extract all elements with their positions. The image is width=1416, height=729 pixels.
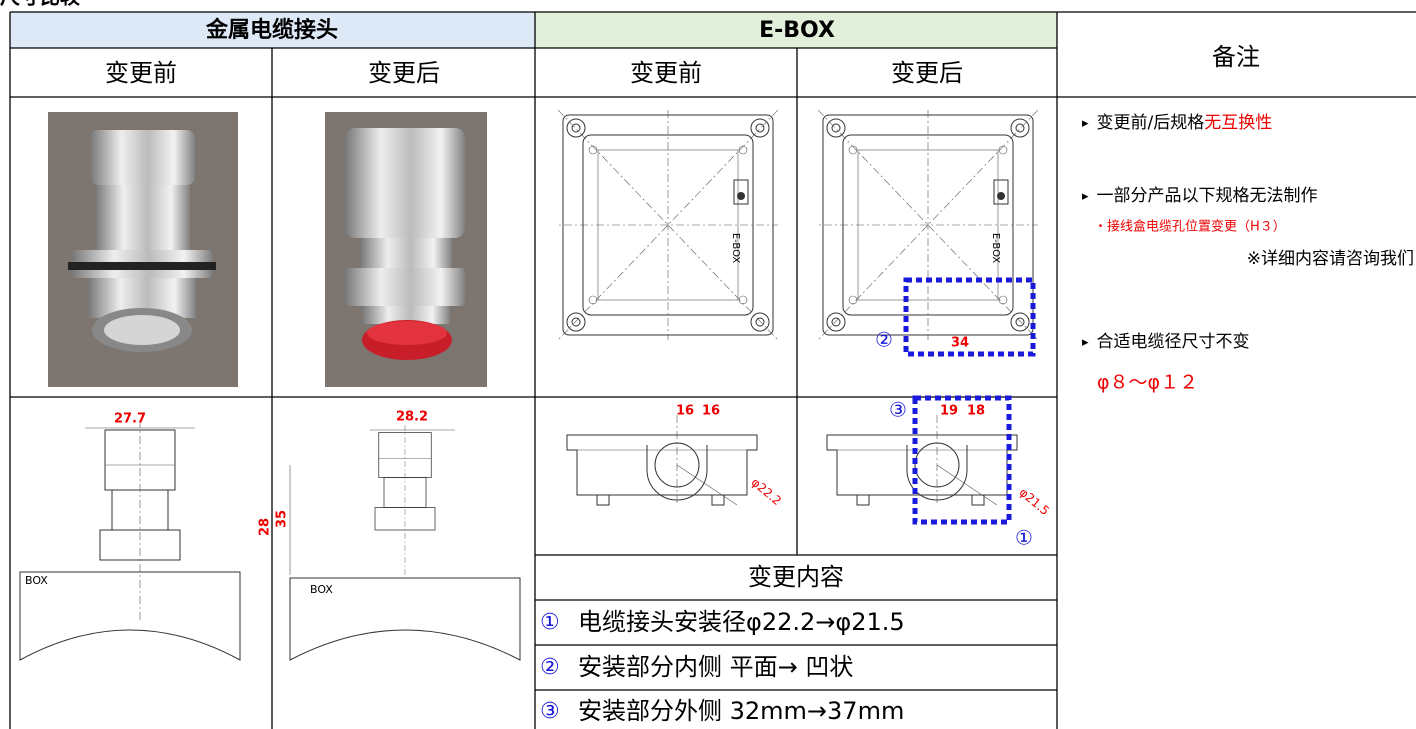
note-contact: ※详细内容请咨询我们 — [1247, 249, 1414, 269]
shape — [367, 321, 447, 345]
sub-header: 变更前 — [105, 59, 177, 87]
dimension: 18 — [967, 404, 985, 419]
table-grid — [9, 11, 1416, 729]
note: ▸ 一部分产品以下规格无法制作 — [1082, 186, 1318, 206]
change-marker: ① — [540, 610, 560, 635]
note-sub: ・接线盒电缆孔位置变更（H３） — [1094, 219, 1286, 235]
bullet: ▸ — [1082, 189, 1089, 204]
note: ▸ 变更前/后规格无互换性 — [1082, 113, 1272, 133]
photo-after — [325, 112, 487, 387]
dimension: φ21.5 — [1017, 485, 1053, 518]
shape — [826, 414, 1018, 506]
dimension: 34 — [951, 336, 969, 351]
group-header: 金属电缆接头 — [205, 17, 338, 43]
box-label: BOX — [310, 583, 333, 596]
shape — [19, 571, 241, 661]
change-marker: ② — [540, 655, 560, 680]
photo-before — [48, 112, 238, 387]
marker: ① — [1015, 526, 1033, 550]
note-text: 合适电缆径尺寸不变 — [1097, 332, 1250, 352]
dimension: 19 — [940, 404, 958, 419]
note-text: 变更前/后规格 — [1097, 113, 1205, 133]
bullet: ▸ — [1082, 335, 1089, 350]
shape — [558, 110, 778, 340]
shape — [95, 185, 190, 250]
shape — [90, 130, 195, 185]
shape — [345, 128, 465, 238]
bullet: ▸ — [1082, 116, 1089, 131]
change-text: 安装部分内侧 平面→ 凹状 — [578, 653, 853, 681]
dimension: φ22.2 — [749, 475, 785, 508]
shape — [360, 238, 452, 268]
change-text: 电缆接头安装径φ22.2→φ21.5 — [578, 608, 905, 636]
shape — [68, 262, 216, 270]
shape — [104, 315, 180, 345]
dimension: 28 — [258, 518, 273, 536]
page-title: 尺寸比较 — [0, 0, 80, 9]
changes-title: 变更内容 — [748, 563, 844, 591]
sub-header: 变更后 — [891, 59, 963, 87]
dimension: 16 — [676, 404, 694, 419]
box-label: BOX — [25, 574, 48, 587]
shape — [345, 268, 465, 306]
marker: ③ — [889, 398, 907, 422]
change-marker: ③ — [540, 699, 560, 724]
note: ▸ 合适电缆径尺寸不变 — [1082, 332, 1250, 352]
dimension: 27.7 — [114, 412, 146, 427]
sub-header: 变更后 — [368, 59, 440, 87]
dimension: 35 — [275, 510, 290, 528]
sub-header: 变更前 — [630, 59, 702, 87]
dimension: 16 — [702, 404, 720, 419]
group-header: E-BOX — [759, 18, 835, 43]
note-text: 一部分产品以下规格无法制作 — [1097, 186, 1318, 206]
shape — [289, 577, 521, 661]
shape — [10, 12, 535, 48]
note-highlight: 无互换性 — [1204, 113, 1272, 133]
shape — [535, 12, 1057, 48]
ebox-label: E-BOX — [990, 233, 1001, 263]
shape — [362, 306, 450, 324]
shape — [912, 395, 1012, 525]
ebox-label: E-BOX — [730, 233, 741, 263]
note-sub: φ８～φ１２ — [1097, 372, 1198, 394]
marker: ② — [875, 328, 893, 352]
change-text: 安装部分外侧 32mm→37mm — [578, 697, 904, 725]
shape — [903, 277, 1036, 357]
shape — [818, 110, 1038, 340]
dimension: 28.2 — [396, 410, 428, 425]
shape — [566, 414, 758, 506]
shape — [99, 420, 181, 620]
shape — [374, 425, 436, 575]
group-header: 备注 — [1212, 43, 1260, 71]
